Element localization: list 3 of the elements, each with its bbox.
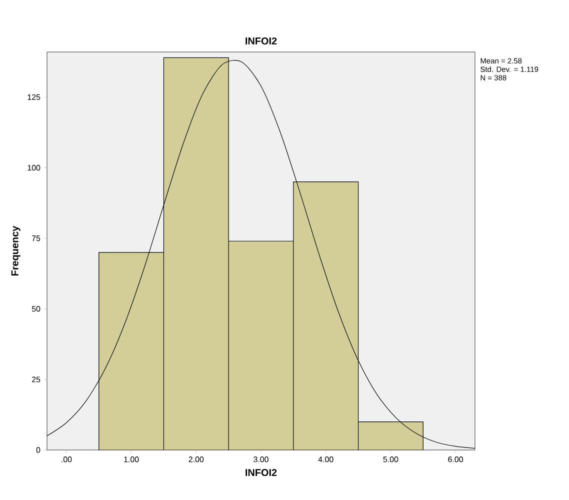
x-axis-title: INFOI2 <box>246 469 277 476</box>
y-axis-title: Frequency <box>11 226 20 276</box>
chart-title: INFOI2 <box>246 37 277 44</box>
